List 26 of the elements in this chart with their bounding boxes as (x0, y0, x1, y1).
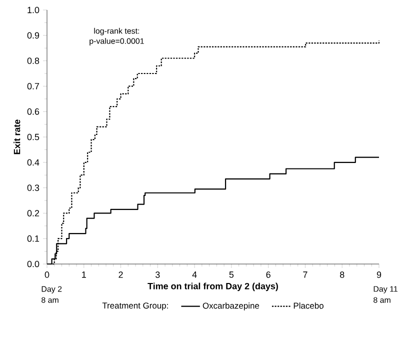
y-tick-label: 0.3 (27, 184, 40, 191)
y-tick-label: 0.2 (27, 210, 40, 216)
x-tick-label: 2 (118, 272, 123, 278)
legend-label: Oxcarbazepine (202, 302, 260, 310)
x-tick-label: 0 (44, 272, 50, 278)
x-tick-label: 7 (303, 272, 308, 278)
y-tick-label: 0.7 (27, 83, 40, 90)
legend-label: Placebo (294, 302, 324, 309)
x-tick-label: 6 (266, 272, 270, 278)
x-axis-title: Time on trial from Day 2 (days) (148, 282, 278, 292)
y-tick-label: 0.0 (27, 260, 40, 268)
x-tick-label: 4 (192, 272, 197, 278)
y-axis-title: Exit rate (14, 120, 20, 154)
y-tick-label: 0.9 (27, 32, 40, 39)
x-tick-label: 1 (82, 272, 86, 278)
x-tick-label: 9 (376, 272, 382, 278)
y-tick-label: 0.4 (27, 159, 40, 166)
y-tick-label: 1.0 (28, 6, 40, 14)
y-tick-label: 0.6 (27, 108, 40, 115)
y-tick-label: 0.1 (27, 235, 40, 242)
y-tick-label: 0.8 (27, 58, 40, 64)
x-tick-label: 3 (156, 272, 160, 278)
x-tick-label: 8 (340, 272, 344, 278)
y-tick-label: 0.5 (27, 134, 40, 140)
legend-title: Treatment Group: (102, 302, 168, 310)
x-tick-label: 5 (229, 272, 234, 278)
